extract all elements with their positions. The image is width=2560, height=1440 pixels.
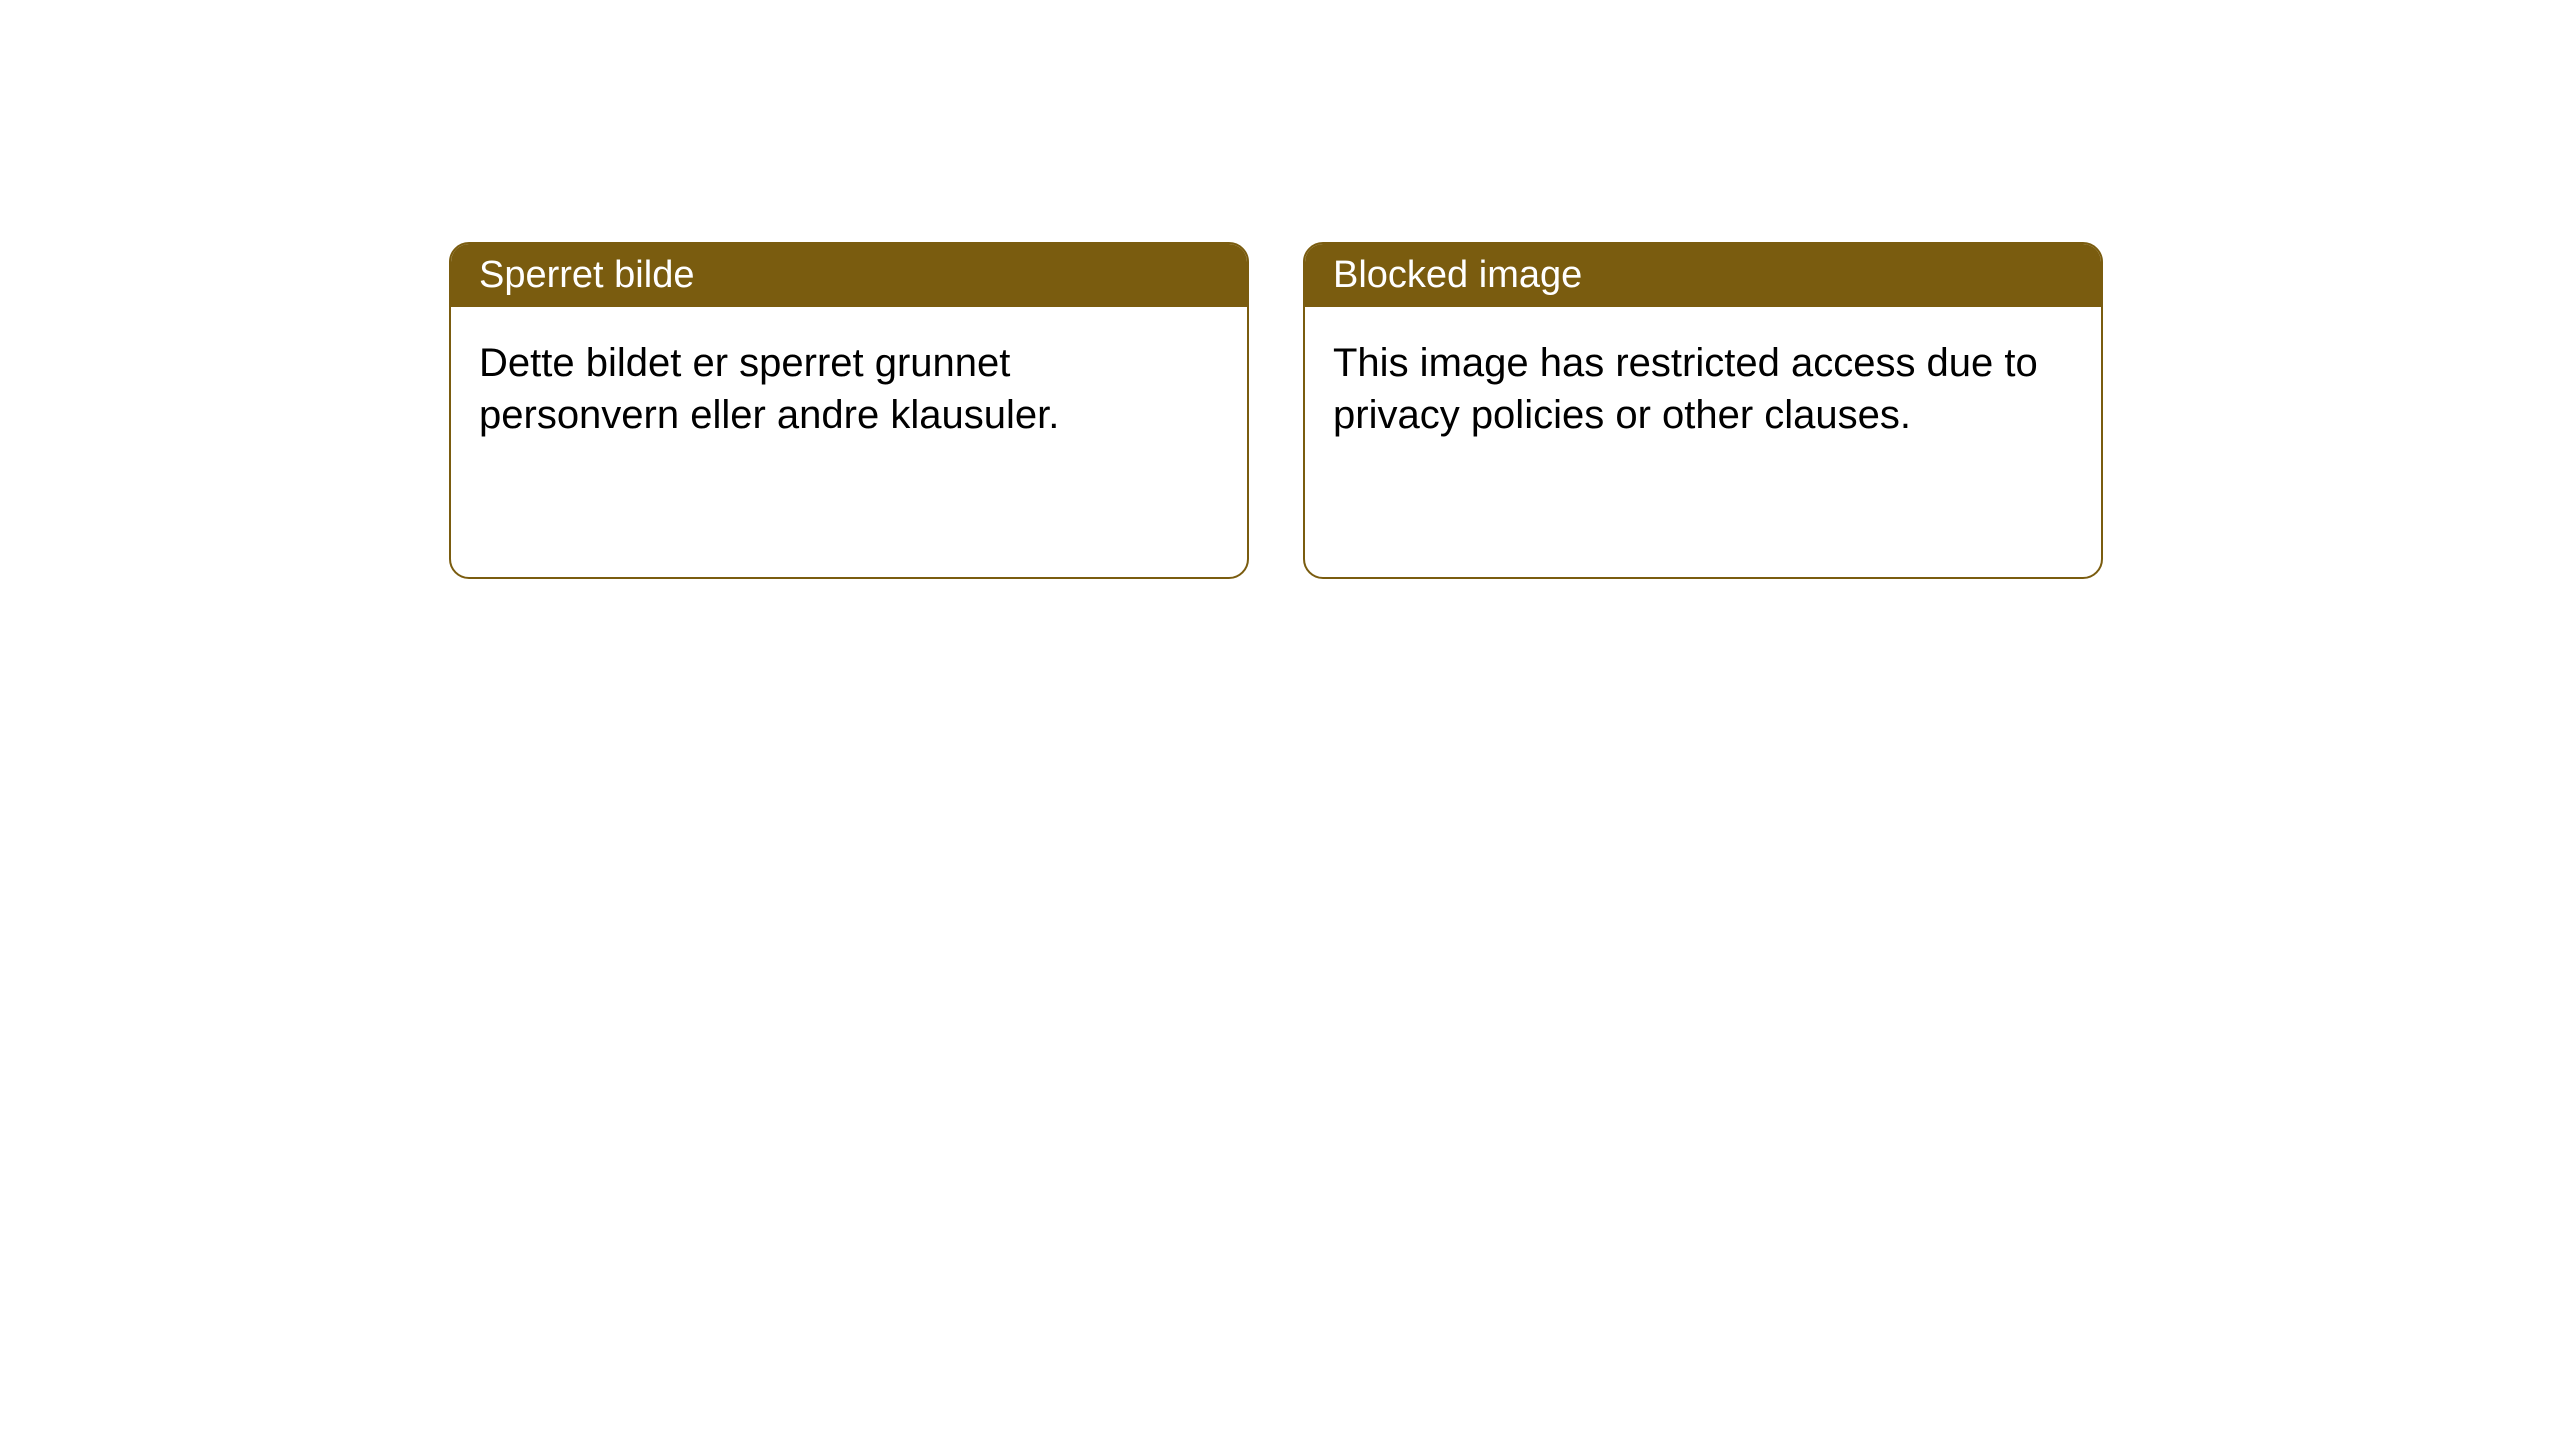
notice-title-no: Sperret bilde xyxy=(451,244,1247,307)
notice-body-en: This image has restricted access due to … xyxy=(1305,307,2101,577)
notice-container: Sperret bilde Dette bildet er sperret gr… xyxy=(0,0,2560,579)
notice-box-no: Sperret bilde Dette bildet er sperret gr… xyxy=(449,242,1249,579)
notice-body-no: Dette bildet er sperret grunnet personve… xyxy=(451,307,1247,577)
notice-box-en: Blocked image This image has restricted … xyxy=(1303,242,2103,579)
notice-title-en: Blocked image xyxy=(1305,244,2101,307)
